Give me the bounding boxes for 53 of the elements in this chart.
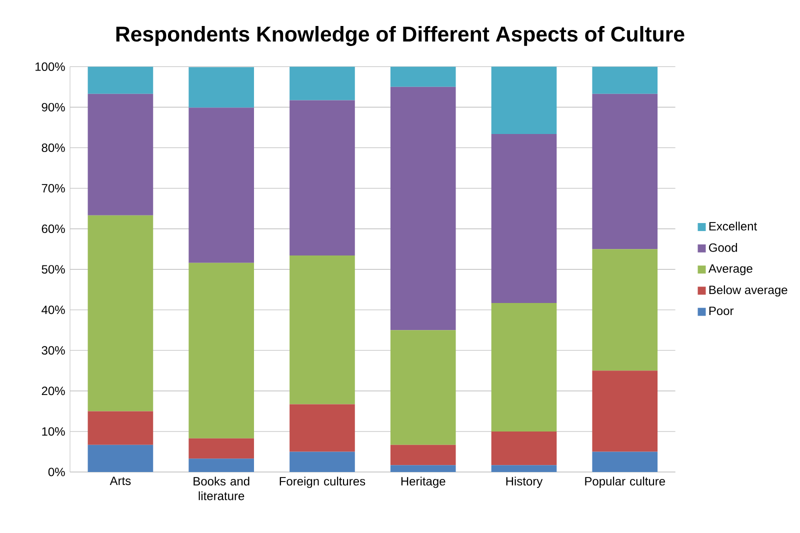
y-tick-label: 80%: [42, 143, 65, 152]
bar: [88, 94, 154, 216]
bar: [390, 86, 456, 330]
y-tick-label: 0%: [48, 468, 65, 476]
bar: [188, 107, 254, 263]
bar: [592, 94, 658, 249]
legend-label: Poor: [709, 306, 734, 315]
x-tick-label: Arts: [110, 476, 131, 485]
y-tick-label: 70%: [42, 184, 65, 192]
legend-label: Below average: [709, 285, 788, 296]
x-tick-label: Foreign cultures: [280, 476, 366, 488]
bar: [592, 370, 658, 452]
bar: [188, 458, 254, 472]
bar: [88, 66, 154, 94]
y-tick-label: 90%: [42, 102, 65, 112]
x-tick-label: History: [506, 476, 543, 488]
bar: [88, 444, 154, 472]
bar: [592, 452, 658, 472]
y-tick-label: 20%: [42, 386, 65, 396]
bar: [491, 431, 557, 465]
bar: [592, 66, 658, 94]
bar: [290, 100, 355, 256]
bar: [491, 66, 557, 134]
bar: [290, 452, 355, 472]
x-tick-label: Books and literature: [194, 476, 250, 500]
legend-label: Excellent: [709, 222, 758, 230]
chart-title: Respondents Knowledge of Different Aspects of Culture: [116, 26, 684, 46]
y-tick-label: 10%: [42, 427, 65, 436]
y-tick-label: 30%: [42, 346, 65, 354]
bar: [390, 464, 456, 472]
legend-label: Good: [709, 242, 737, 252]
y-tick-label: 40%: [42, 305, 65, 314]
y-tick-label: 100%: [36, 62, 65, 71]
bar: [390, 66, 456, 87]
bar: [290, 404, 355, 452]
legend-label: Average: [708, 264, 752, 276]
y-tick-label: 50%: [42, 264, 65, 274]
bar: [390, 444, 456, 465]
bar: [188, 262, 254, 438]
bar: [390, 330, 456, 445]
bar: [592, 248, 658, 371]
x-tick-label: Heritage: [401, 476, 446, 488]
bar: [88, 215, 154, 412]
bar: [188, 66, 254, 108]
bar: [188, 438, 254, 458]
bar: [491, 134, 557, 303]
bar: [88, 411, 154, 445]
bar: [491, 302, 557, 432]
y-tick-label: 60%: [42, 224, 65, 233]
bar: [491, 464, 557, 472]
bar: [290, 66, 355, 100]
bar: [290, 255, 355, 404]
x-tick-label: Popular culture: [585, 476, 666, 488]
